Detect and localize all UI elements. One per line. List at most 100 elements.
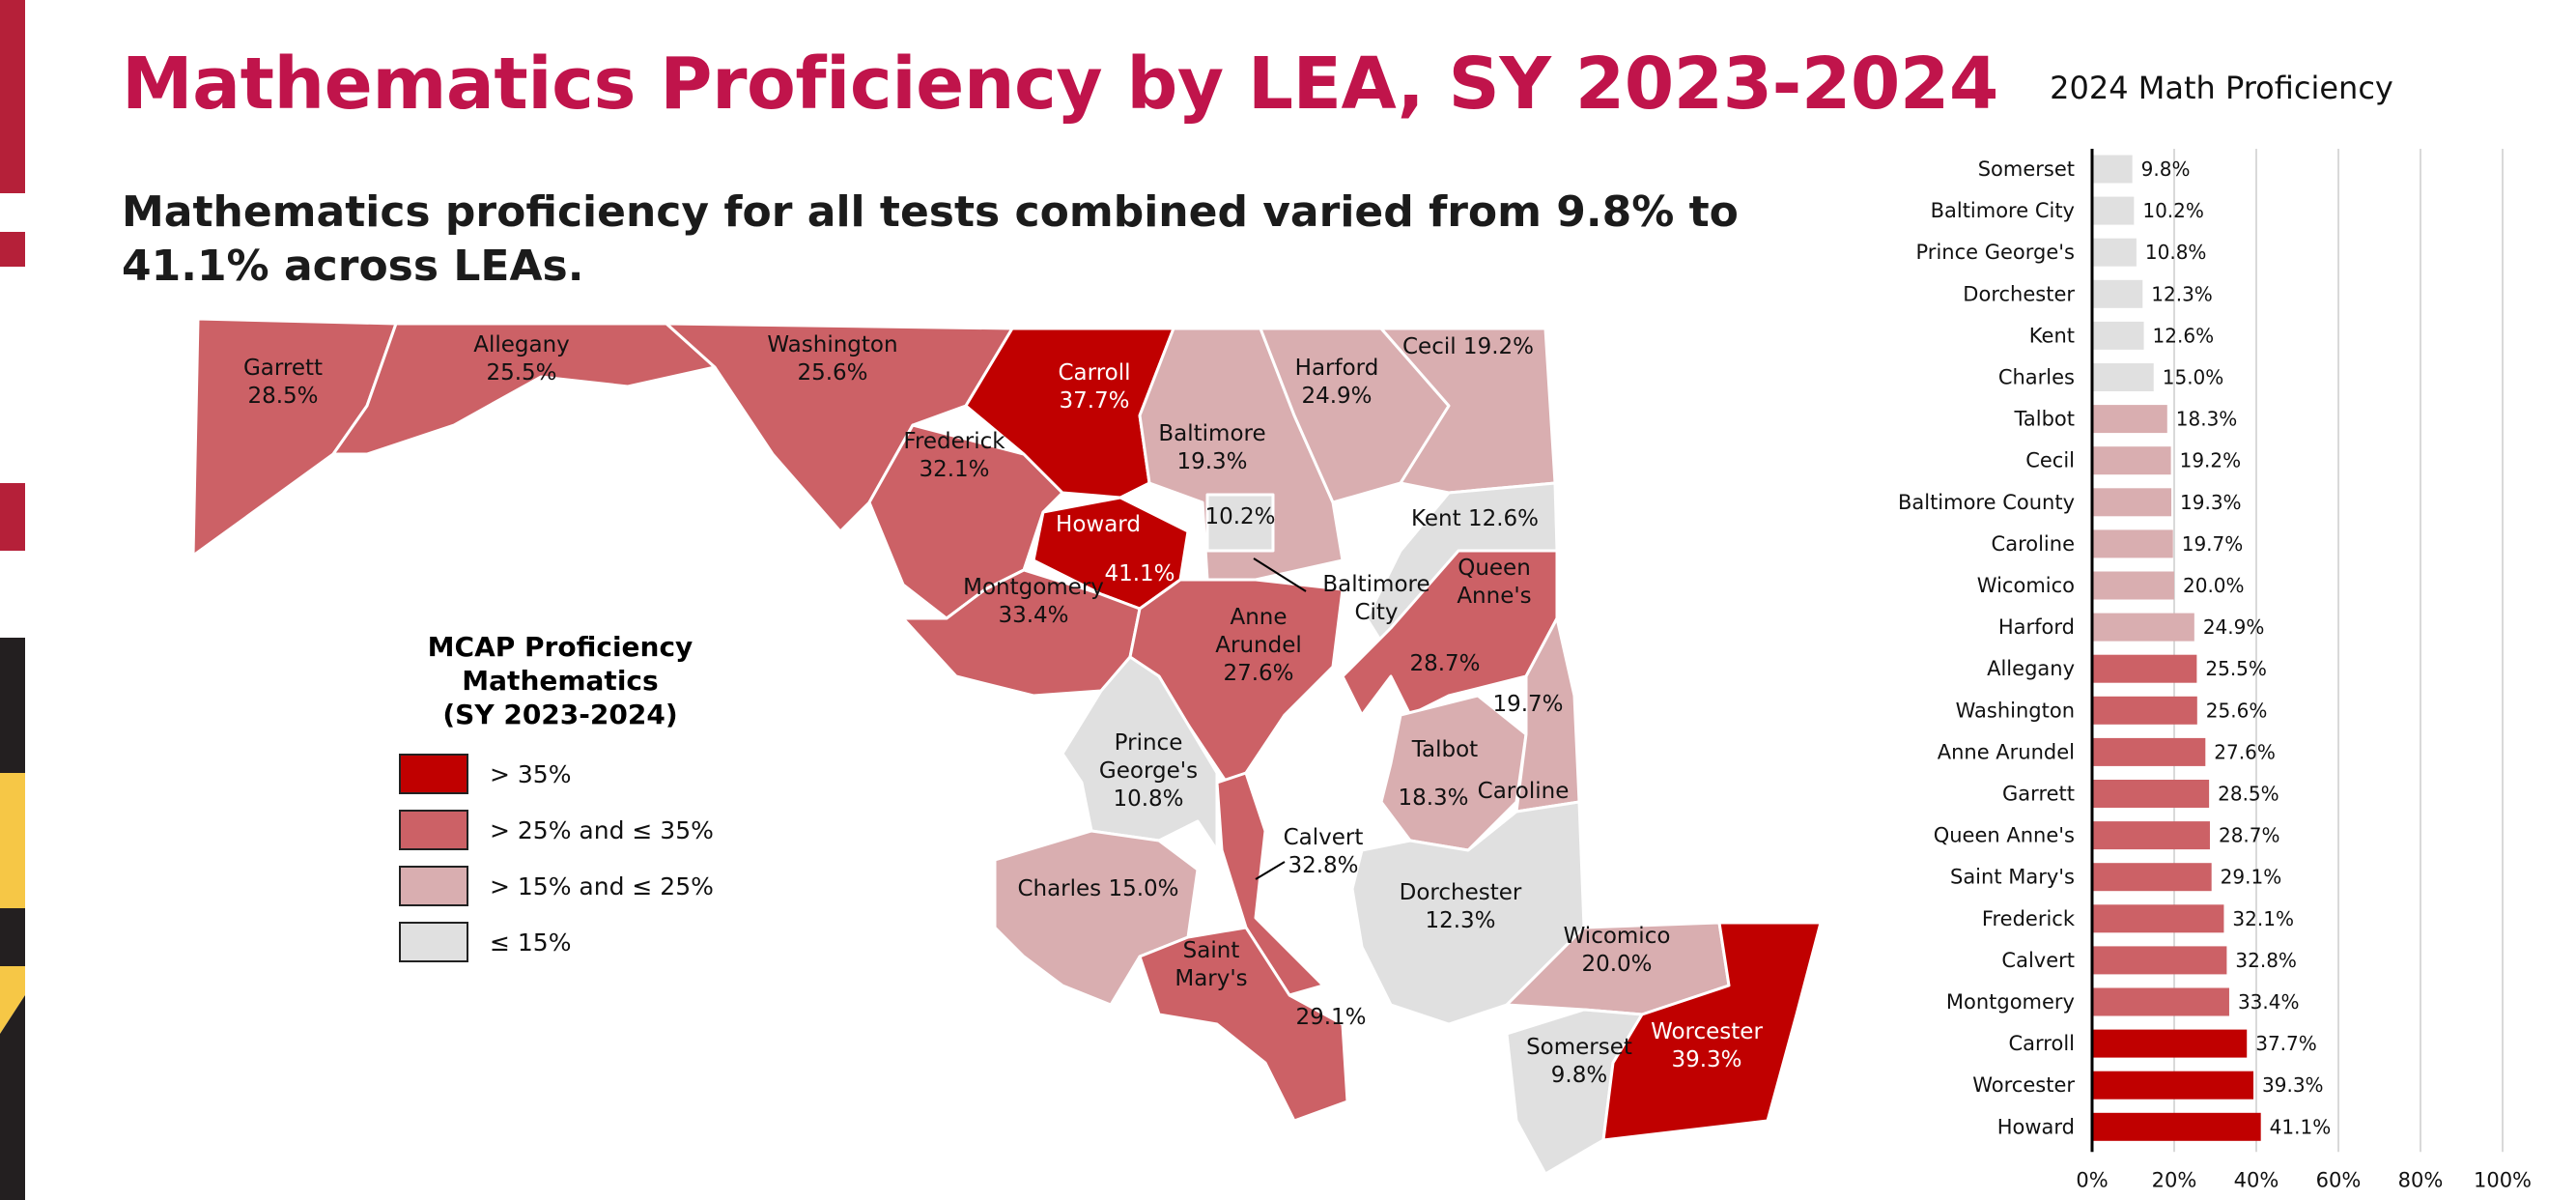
data-label: 10.8% <box>2145 241 2207 264</box>
category-label: Carroll <box>2009 1032 2076 1055</box>
map-label: Garrett 28.5% <box>243 356 323 409</box>
map-label: Baltimore 19.3% <box>1158 421 1265 474</box>
category-label: Saint Mary's <box>1950 866 2075 889</box>
county-baltimore-city <box>1205 493 1275 553</box>
county-prince-georges <box>1061 655 1219 852</box>
map-label: Queen Anne's <box>1457 556 1531 609</box>
data-label: 25.6% <box>2206 699 2268 722</box>
bar <box>2092 196 2135 225</box>
legend-swatch <box>399 866 468 906</box>
data-label: 12.3% <box>2151 282 2213 305</box>
category-label: Somerset <box>1978 157 2075 181</box>
legend-label: ≤ 15% <box>490 929 572 957</box>
data-label: 39.3% <box>2262 1073 2324 1097</box>
map-label: Wicomico 20.0% <box>1564 924 1671 977</box>
category-label: Worcester <box>1972 1073 2075 1097</box>
map-label: Washington 25.6% <box>767 332 897 386</box>
data-label: 18.3% <box>2176 408 2238 431</box>
data-label: 19.2% <box>2180 449 2242 472</box>
category-label: Queen Anne's <box>1934 824 2075 847</box>
bar <box>2092 987 2229 1016</box>
category-label: Calvert <box>2001 949 2075 972</box>
x-tick-label: 100% <box>2474 1168 2532 1191</box>
map-legend: MCAP Proficiency Mathematics (SY 2023-20… <box>382 630 739 962</box>
category-label: Dorchester <box>1963 282 2075 305</box>
map-label: Cecil 19.2% <box>1402 334 1534 359</box>
data-label: 27.6% <box>2214 740 2276 763</box>
category-label: Baltimore County <box>1898 491 2075 514</box>
data-label: 32.8% <box>2235 949 2297 972</box>
x-tick-label: 0% <box>2076 1168 2108 1191</box>
category-label: Montgomery <box>1946 990 2075 1014</box>
data-label: 33.4% <box>2238 990 2300 1014</box>
data-label: 25.5% <box>2205 657 2267 680</box>
x-tick-label: 60% <box>2316 1168 2362 1191</box>
data-label: 28.5% <box>2218 783 2279 806</box>
bar <box>2092 446 2171 475</box>
category-label: Caroline <box>1992 532 2075 556</box>
map-label: Frederick 32.1% <box>903 429 1005 482</box>
category-label: Baltimore City <box>1931 199 2075 222</box>
map-label: Charles 15.0% <box>1017 876 1178 901</box>
legend-swatch <box>399 922 468 962</box>
data-label: 32.1% <box>2232 907 2294 930</box>
map-label: 19.7% <box>1492 692 1563 717</box>
category-label: Harford <box>1998 615 2075 639</box>
data-label: 15.0% <box>2163 366 2224 389</box>
bar <box>2092 529 2173 558</box>
map-label: Montgomery 33.4% <box>963 575 1104 628</box>
map-label: Talbot <box>1411 737 1478 762</box>
data-label: 37.7% <box>2255 1032 2317 1055</box>
decorative-left-stripe <box>0 0 25 1200</box>
bar <box>2092 780 2210 808</box>
bar <box>2092 321 2144 350</box>
bar-chart: 0% 20% 40% 60% 80% 100% Somerset 9.8% Baltimore … <box>1898 149 2532 1191</box>
county-calvert <box>1215 771 1325 997</box>
chart-title: 2024 Math Proficiency <box>2050 70 2393 106</box>
map-label: Howard <box>1056 512 1141 537</box>
county-saint-marys <box>1138 926 1349 1123</box>
bar <box>2092 1071 2254 1100</box>
data-label: 10.2% <box>2142 199 2204 222</box>
data-label: 24.9% <box>2203 615 2265 639</box>
baltimore-city-leader-line <box>1253 557 1307 592</box>
category-label: Wicomico <box>1977 574 2075 597</box>
category-label: Allegany <box>1987 657 2075 680</box>
map-label: Calvert 32.8% <box>1284 825 1364 878</box>
map-label: Carroll 37.7% <box>1058 360 1130 414</box>
map-label: 10.2% <box>1204 504 1275 529</box>
data-label: 9.8% <box>2141 157 2191 181</box>
map-label: Baltimore City <box>1322 572 1430 625</box>
data-label: 19.7% <box>2182 532 2244 556</box>
page-subtitle: Mathematics proficiency for all tests co… <box>122 187 1739 291</box>
bar <box>2092 238 2137 267</box>
bar <box>2092 946 2227 975</box>
map-label: Prince George's 10.8% <box>1099 730 1198 812</box>
map-label: Harford 24.9% <box>1295 356 1379 409</box>
category-label: Charles <box>1998 366 2075 389</box>
map-label: Caroline <box>1478 779 1570 804</box>
calvert-leader-line <box>1255 861 1286 880</box>
map-label: Anne Arundel 27.6% <box>1215 605 1301 686</box>
legend-label: > 15% and ≤ 25% <box>490 872 714 900</box>
legend-label: > 25% and ≤ 35% <box>490 816 714 844</box>
legend-swatch <box>399 810 468 850</box>
map-label: Somerset 9.8% <box>1526 1035 1632 1088</box>
data-label: 19.3% <box>2180 491 2242 514</box>
map-label: Saint Mary's <box>1175 938 1247 991</box>
map-labels: Garrett 28.5% Allegany 25.5% Washington 25.6%… <box>243 332 1764 1088</box>
data-label: 41.1% <box>2270 1115 2332 1138</box>
legend-swatch <box>399 754 468 794</box>
bar <box>2092 488 2172 517</box>
bar <box>2092 571 2174 600</box>
category-label: Howard <box>1997 1115 2075 1138</box>
county-worcester <box>1601 921 1823 1142</box>
map-label: 28.7% <box>1409 651 1480 676</box>
map-label: 29.1% <box>1295 1005 1366 1030</box>
bar <box>2092 654 2197 683</box>
data-label: 12.6% <box>2153 324 2215 347</box>
map-label: 18.3% <box>1398 786 1468 811</box>
bar <box>2092 405 2167 434</box>
data-label: 28.7% <box>2219 824 2280 847</box>
